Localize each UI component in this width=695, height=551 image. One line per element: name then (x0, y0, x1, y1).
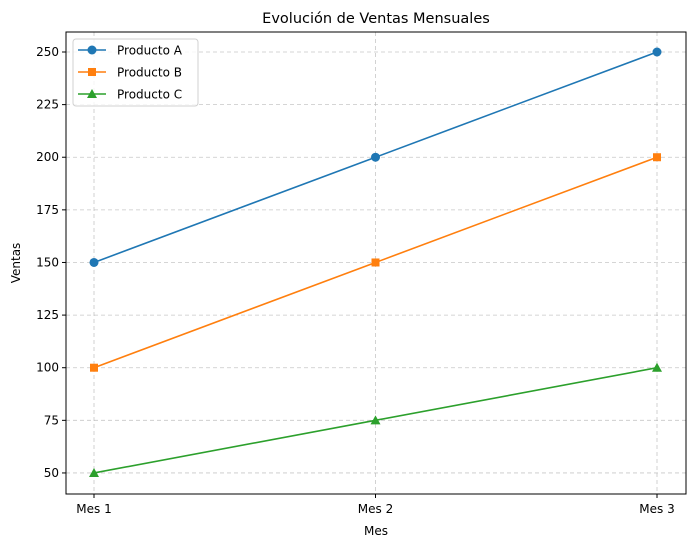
x-axis-label: Mes (364, 524, 388, 538)
legend-label: Producto C (117, 88, 182, 102)
data-point-producto-b (653, 153, 661, 162)
data-point-producto-a (371, 152, 380, 162)
legend-label: Producto B (117, 66, 182, 80)
y-tick-label: 200 (36, 150, 59, 164)
data-point-producto-c (370, 415, 381, 425)
legend-marker (87, 45, 97, 55)
series-group (89, 47, 662, 477)
data-point-producto-a (89, 257, 99, 267)
legend-item-producto-a: Producto A (78, 44, 183, 58)
legend-item-producto-b: Producto B (78, 66, 182, 80)
y-ticks: 50 75 100 125 150 175 200 225 250 (36, 45, 66, 480)
y-axis-label: Ventas (9, 243, 23, 284)
legend-box (72, 38, 199, 107)
y-tick-label: 175 (36, 203, 59, 217)
y-tick-label: 100 (36, 361, 59, 375)
series-producto-a (89, 47, 662, 267)
x-tick-label: Mes 1 (76, 502, 111, 516)
y-tick-label: 150 (36, 255, 59, 269)
legend-marker (87, 89, 97, 98)
y-tick-label: 250 (36, 45, 59, 59)
data-point-producto-b (371, 258, 380, 267)
data-point-producto-a (652, 47, 662, 57)
data-point-producto-c (89, 467, 99, 477)
series-producto-b (90, 153, 661, 372)
series-producto-c (89, 362, 662, 477)
y-tick-label: 225 (36, 98, 59, 112)
data-point-producto-c (652, 362, 662, 372)
legend-item-producto-c: Producto C (78, 88, 182, 102)
legend-marker (88, 68, 96, 76)
y-tick-label: 75 (44, 413, 59, 427)
legend-label: Producto A (117, 44, 183, 58)
y-tick-label: 125 (36, 308, 59, 322)
chart-title: Evolución de Ventas Mensuales (262, 11, 490, 27)
x-tick-label: Mes 3 (639, 502, 674, 516)
x-ticks: Mes 1 Mes 2 Mes 3 (76, 494, 675, 516)
legend: Producto A Producto B Producto C (72, 38, 199, 107)
y-tick-label: 50 (44, 466, 59, 480)
x-tick-label: Mes 2 (358, 502, 393, 516)
data-point-producto-b (90, 363, 98, 372)
